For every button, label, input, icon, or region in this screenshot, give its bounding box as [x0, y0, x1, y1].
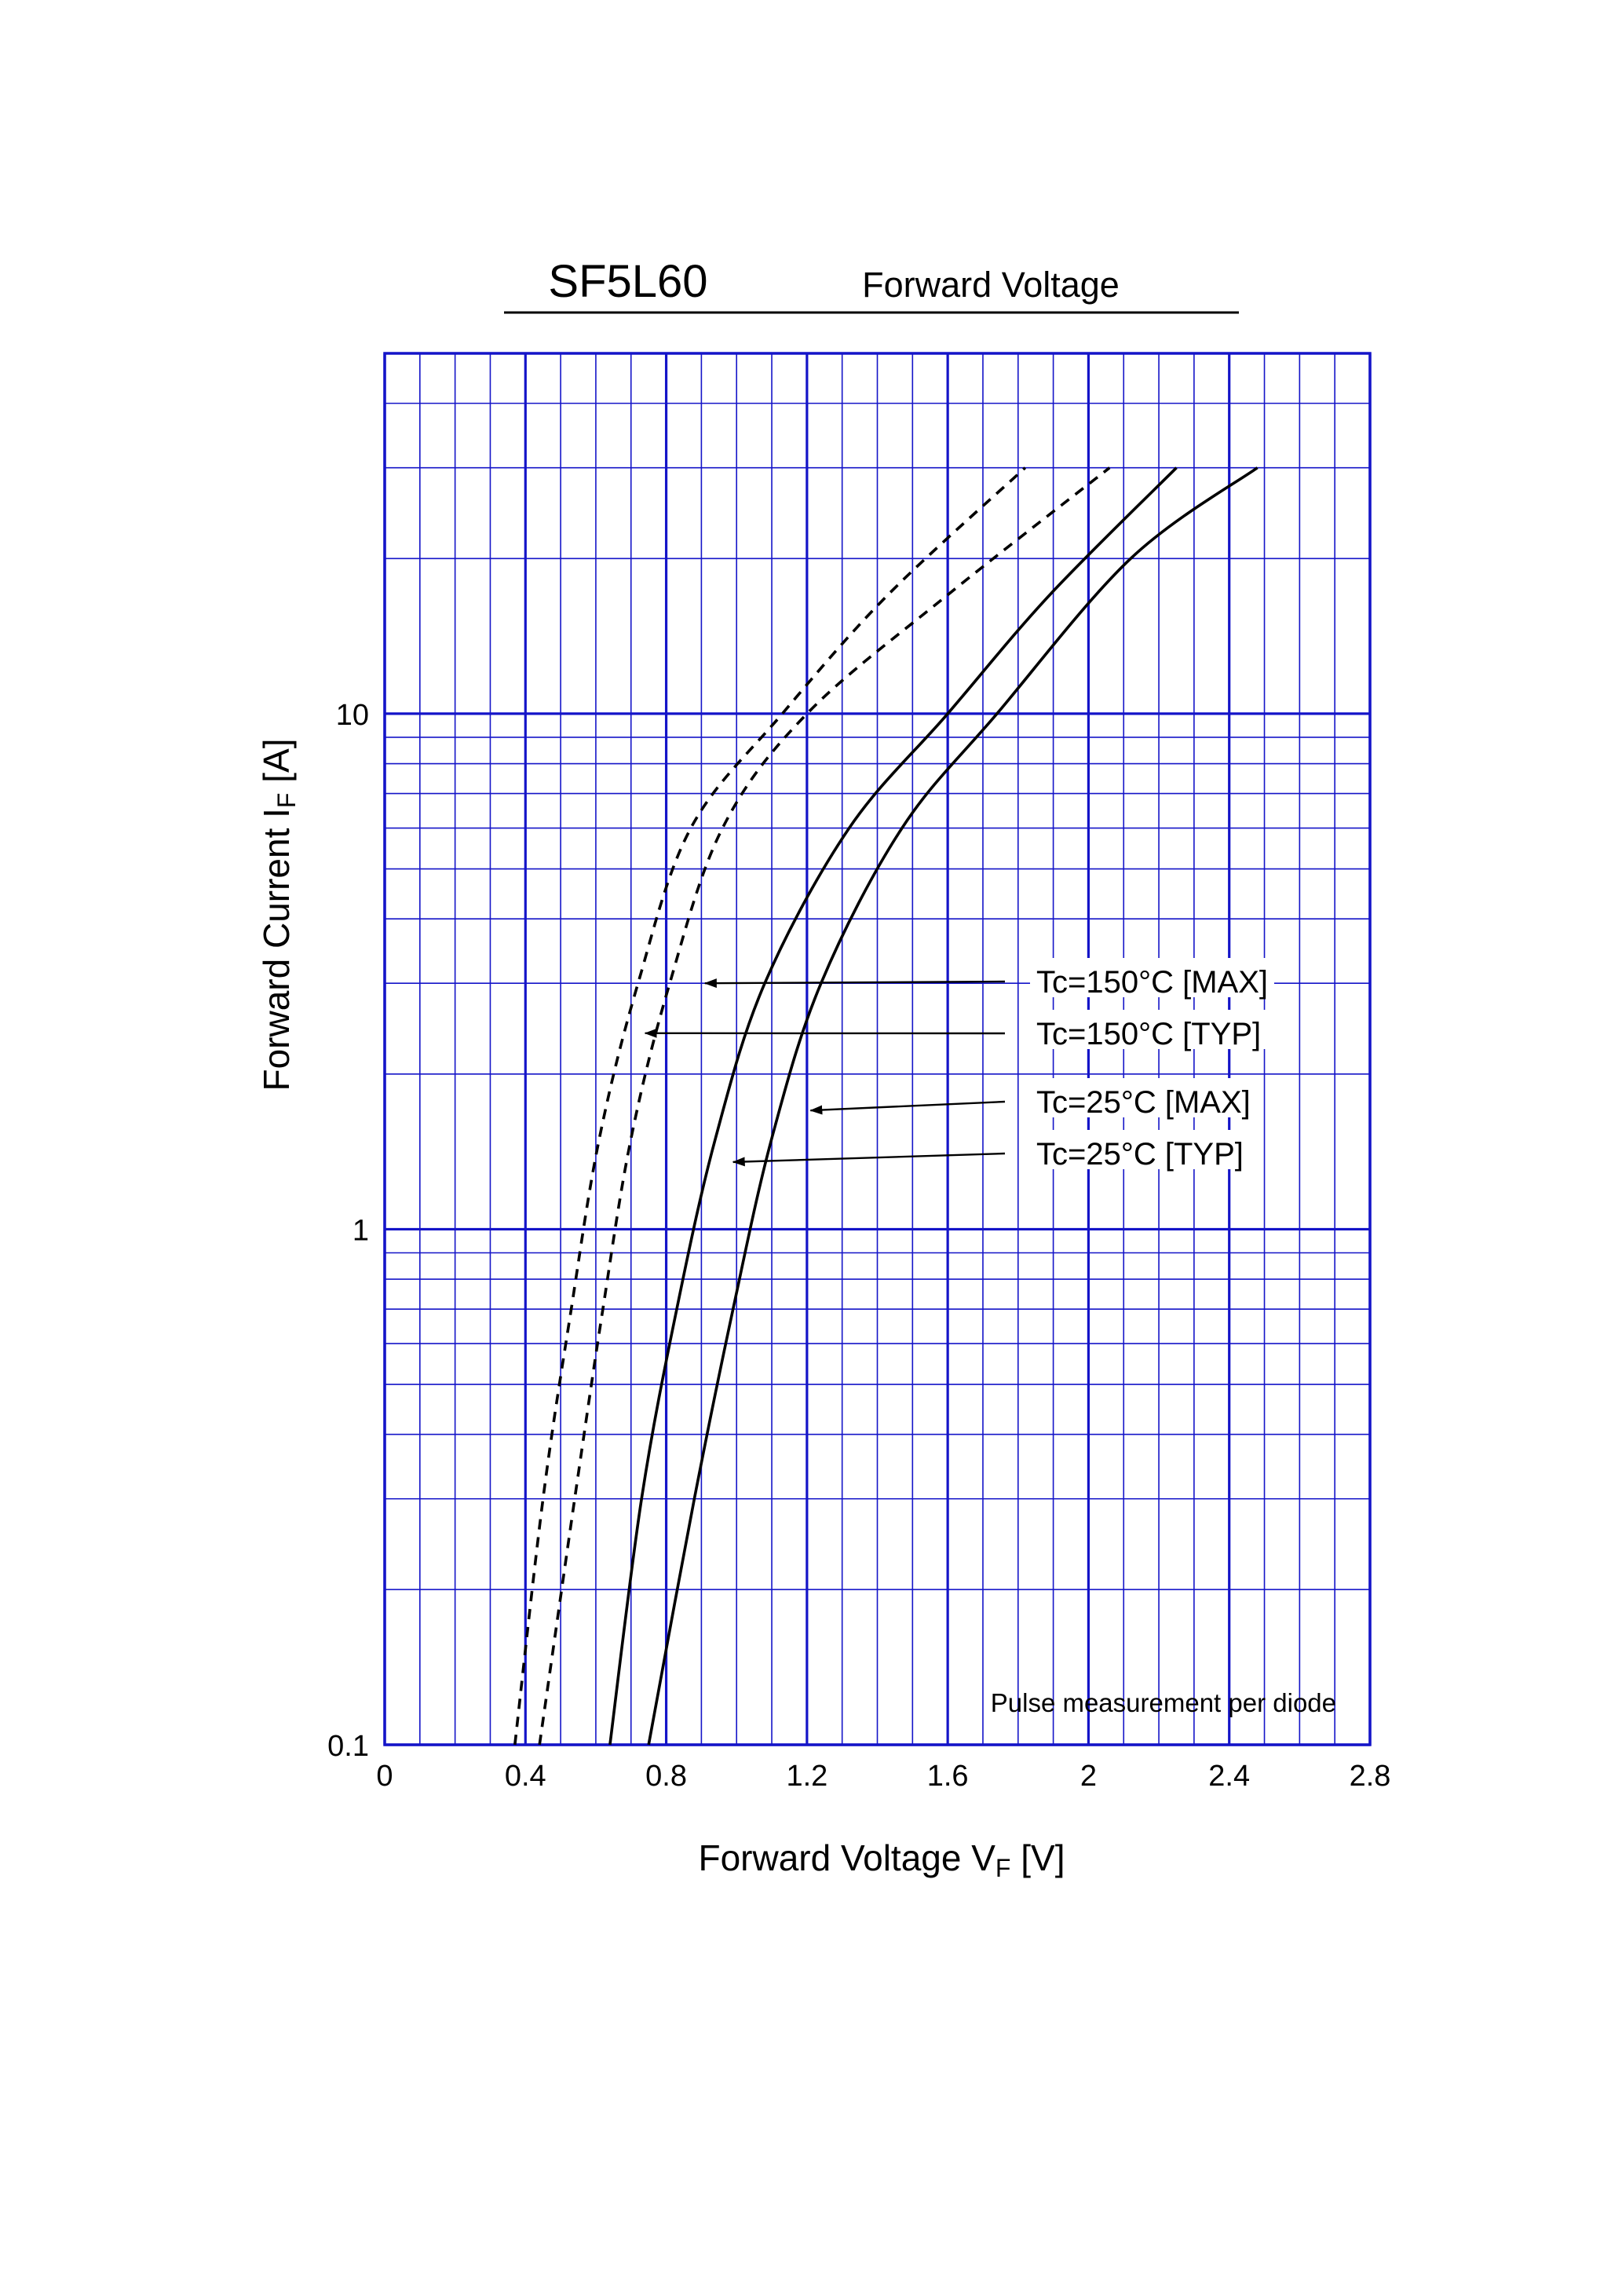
- x-tick-label: 0.4: [505, 1760, 546, 1793]
- x-tick-label: 2.8: [1350, 1760, 1391, 1793]
- grid: [383, 352, 1372, 1746]
- x-tick-label: 0.8: [645, 1760, 687, 1793]
- series-line: [647, 466, 1259, 1746]
- series-line: [538, 466, 1111, 1746]
- y-tick-label: 10: [336, 699, 369, 732]
- annotation-label-background: [1030, 958, 1274, 997]
- y-axis-title: Forward Current IF [A]: [256, 738, 301, 1091]
- annotation-label: Tc=25°C [TYP]: [1036, 1137, 1244, 1172]
- pulse-measurement-note: Pulse measurement per diode: [991, 1688, 1336, 1717]
- annotation-label: Tc=150°C [TYP]: [1036, 1017, 1261, 1051]
- series-line: [608, 466, 1178, 1746]
- chart-title-part-number: SF5L60: [548, 256, 707, 307]
- annotation-arrow: [732, 1152, 1006, 1167]
- annotation-label: Tc=25°C [MAX]: [1036, 1085, 1251, 1120]
- x-tick-label: 1.6: [927, 1760, 969, 1793]
- series-line: [513, 466, 1027, 1746]
- annotation-label-background: [1030, 1010, 1268, 1049]
- annotation-label-background: [1030, 1078, 1257, 1117]
- y-tick-label: 0.1: [327, 1730, 369, 1763]
- x-tick-label: 1.2: [786, 1760, 827, 1793]
- annotation-label: Tc=150°C [MAX]: [1036, 965, 1268, 1000]
- x-axis-title: Forward Voltage VF [V]: [699, 1837, 1065, 1882]
- data-series: [513, 466, 1259, 1746]
- y-tick-label: 1: [353, 1214, 369, 1247]
- chart-title-name: Forward Voltage: [862, 265, 1120, 305]
- x-tick-label: 2: [1080, 1760, 1097, 1793]
- annotation-arrow: [703, 978, 1006, 989]
- plot-frame: [383, 352, 1372, 1746]
- axis-ticks: 0 0.4 0.8 1.2 1.6 2 2.4 2.8 0.1 1 10: [327, 699, 1390, 1793]
- x-tick-label: 0: [376, 1760, 393, 1793]
- x-tick-label: 2.4: [1208, 1760, 1250, 1793]
- annotation-arrow: [809, 1100, 1006, 1115]
- series-annotations: Tc=150°C [MAX] Tc=150°C [TYP] Tc=25°C [MAX…: [644, 958, 1274, 1172]
- annotation-label-background: [1030, 1130, 1250, 1169]
